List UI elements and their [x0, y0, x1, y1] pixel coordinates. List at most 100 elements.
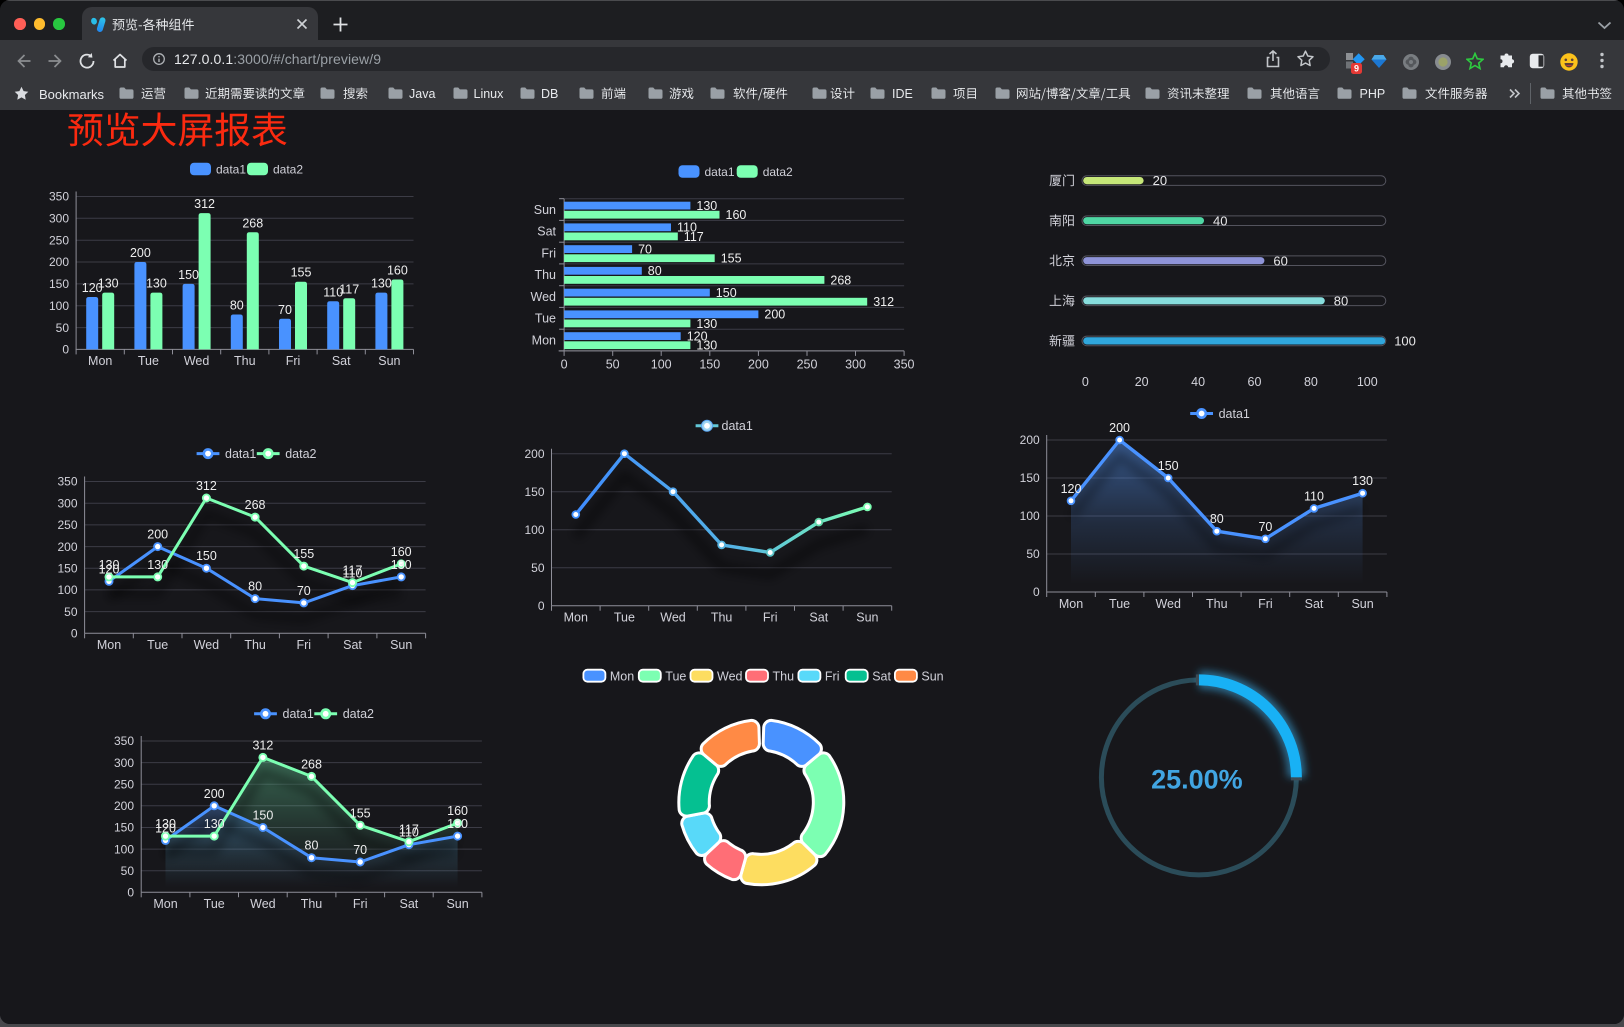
svg-text:130: 130: [696, 339, 717, 353]
svg-text:Fri: Fri: [1258, 597, 1273, 611]
svg-text:150: 150: [1020, 471, 1040, 485]
svg-text:Sat: Sat: [872, 669, 891, 683]
svg-text:80: 80: [248, 580, 262, 594]
svg-text:Sun: Sun: [1351, 597, 1373, 611]
svg-text:150: 150: [49, 277, 69, 291]
svg-text:60: 60: [1273, 253, 1287, 268]
svg-text:70: 70: [278, 303, 292, 317]
svg-text:Thu: Thu: [773, 669, 795, 683]
svg-text:Thu: Thu: [234, 354, 256, 368]
svg-text:Wed: Wed: [531, 290, 557, 304]
svg-text:Sun: Sun: [534, 203, 556, 217]
svg-text:350: 350: [49, 190, 69, 204]
svg-text:Thu: Thu: [711, 611, 733, 625]
svg-text:Sat: Sat: [809, 611, 828, 625]
svg-text:350: 350: [894, 358, 915, 372]
svg-text:80: 80: [1210, 512, 1224, 526]
svg-text:268: 268: [242, 216, 263, 230]
svg-text:160: 160: [447, 804, 468, 818]
svg-text:100: 100: [651, 358, 672, 372]
svg-text:Thu: Thu: [244, 638, 266, 652]
svg-text:312: 312: [873, 295, 894, 309]
svg-text:70: 70: [1258, 520, 1272, 534]
svg-text:312: 312: [252, 738, 273, 752]
svg-text:300: 300: [49, 212, 69, 226]
svg-text:110: 110: [677, 221, 697, 235]
svg-text:200: 200: [748, 358, 769, 372]
svg-text:150: 150: [196, 549, 217, 563]
svg-text:Tue: Tue: [1109, 597, 1130, 611]
svg-text:312: 312: [196, 479, 217, 493]
svg-text:100: 100: [114, 842, 134, 856]
svg-text:Wed: Wed: [250, 897, 276, 911]
svg-text:110: 110: [1304, 489, 1324, 503]
svg-text:117: 117: [339, 282, 359, 296]
svg-text:Fri: Fri: [763, 611, 778, 625]
svg-text:70: 70: [638, 243, 652, 257]
svg-text:120: 120: [155, 821, 176, 835]
svg-text:40: 40: [1191, 375, 1205, 389]
svg-text:Mon: Mon: [1059, 597, 1083, 611]
svg-text:100: 100: [1394, 334, 1416, 349]
svg-text:Fri: Fri: [825, 669, 840, 683]
svg-text:Sun: Sun: [446, 897, 468, 911]
svg-text:Fri: Fri: [286, 354, 301, 368]
svg-text:150: 150: [1158, 459, 1179, 473]
svg-text:200: 200: [204, 787, 225, 801]
svg-text:0: 0: [62, 343, 69, 357]
svg-text:150: 150: [178, 268, 199, 282]
svg-text:155: 155: [291, 266, 312, 280]
svg-text:150: 150: [57, 561, 77, 575]
svg-text:250: 250: [797, 358, 818, 372]
svg-text:50: 50: [64, 605, 78, 619]
svg-text:200: 200: [1020, 433, 1040, 447]
svg-text:Wed: Wed: [717, 669, 743, 683]
svg-text:50: 50: [56, 321, 70, 335]
svg-text:0: 0: [127, 886, 134, 900]
svg-text:Sun: Sun: [856, 611, 878, 625]
svg-text:Mon: Mon: [610, 669, 634, 683]
svg-text:0: 0: [561, 358, 568, 372]
svg-text:80: 80: [305, 839, 319, 853]
svg-text:Sat: Sat: [537, 225, 556, 239]
svg-text:200: 200: [1109, 421, 1130, 435]
svg-text:Sun: Sun: [378, 354, 400, 368]
svg-text:Sun: Sun: [390, 638, 412, 652]
svg-text:Thu: Thu: [301, 897, 323, 911]
svg-text:130: 130: [99, 558, 120, 572]
svg-text:Mon: Mon: [97, 638, 121, 652]
svg-text:data2: data2: [285, 447, 316, 461]
svg-text:Sun: Sun: [921, 669, 943, 683]
svg-text:268: 268: [301, 757, 322, 771]
svg-text:50: 50: [121, 864, 135, 878]
svg-text:200: 200: [764, 308, 785, 322]
svg-text:130: 130: [696, 317, 717, 331]
svg-text:Sat: Sat: [400, 897, 419, 911]
svg-text:130: 130: [98, 277, 119, 291]
svg-text:data1: data1: [225, 447, 256, 461]
svg-text:130: 130: [147, 558, 168, 572]
svg-text:data1: data1: [722, 419, 753, 433]
svg-text:130: 130: [1352, 474, 1373, 488]
svg-text:300: 300: [57, 496, 77, 510]
svg-text:70: 70: [353, 843, 367, 857]
svg-text:20: 20: [1153, 173, 1167, 188]
svg-text:130: 130: [696, 199, 717, 213]
svg-text:data2: data2: [763, 165, 793, 179]
svg-text:Tue: Tue: [665, 669, 686, 683]
svg-text:110: 110: [399, 826, 419, 840]
svg-text:100: 100: [57, 583, 77, 597]
svg-text:0: 0: [538, 599, 545, 613]
svg-text:50: 50: [606, 358, 620, 372]
svg-text:312: 312: [194, 197, 215, 211]
svg-text:Tue: Tue: [204, 897, 225, 911]
svg-text:250: 250: [49, 233, 69, 247]
svg-text:data1: data1: [1219, 407, 1250, 421]
svg-text:130: 130: [146, 277, 167, 291]
svg-text:110: 110: [343, 567, 363, 581]
svg-text:Thu: Thu: [1206, 597, 1228, 611]
svg-text:130: 130: [155, 817, 176, 831]
svg-text:155: 155: [350, 806, 371, 820]
svg-text:200: 200: [147, 528, 168, 542]
svg-text:Tue: Tue: [535, 312, 556, 326]
